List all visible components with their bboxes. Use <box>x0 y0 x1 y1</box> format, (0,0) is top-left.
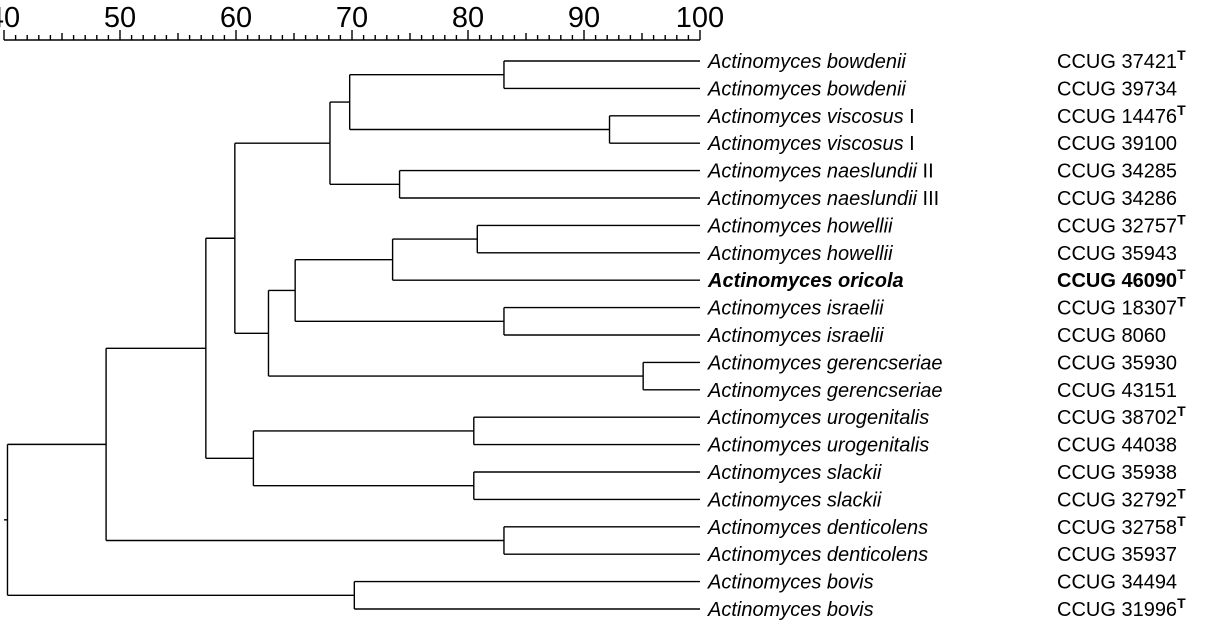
leaf-strain-label: CCUG 18307T <box>1057 294 1186 320</box>
leaf-species-label: Actinomyces urogenitalis <box>707 435 929 457</box>
leaf-species-label: Actinomyces bowdenii <box>707 51 906 73</box>
leaf-strain-label: CCUG 39734 <box>1057 78 1177 100</box>
leaf-species-label: Actinomyces urogenitalis <box>707 407 929 429</box>
leaf-species-label: Actinomyces bowdenii <box>707 78 906 100</box>
leaf-strain-label: CCUG 43151 <box>1057 380 1177 402</box>
leaf-strain-label: CCUG 34494 <box>1057 572 1177 594</box>
leaf-species-label: Actinomyces gerencseriae <box>707 380 943 402</box>
leaf-strain-label: CCUG 35938 <box>1057 462 1177 484</box>
leaf-species-label: Actinomyces slackii <box>707 462 882 484</box>
type-strain-marker: T <box>1177 595 1186 611</box>
scale-tick-label: 90 <box>568 2 600 34</box>
type-strain-marker: T <box>1177 485 1186 501</box>
scale-tick-label: 50 <box>104 2 136 34</box>
type-strain-marker: T <box>1177 403 1186 419</box>
leaf-species-label: Actinomyces bovis <box>707 599 874 621</box>
leaf-species-label: Actinomyces denticolens <box>707 517 928 539</box>
leaf-strain-label: CCUG 35943 <box>1057 243 1177 265</box>
leaf-strain-label: CCUG 32757T <box>1057 211 1186 237</box>
leaf-variant-label: II <box>917 161 934 183</box>
type-strain-marker: T <box>1177 47 1186 63</box>
leaf-species-label: Actinomyces oricola <box>707 270 904 292</box>
leaf-strain-label: CCUG 34285 <box>1057 161 1177 183</box>
type-strain-marker: T <box>1177 513 1186 529</box>
type-strain-marker: T <box>1177 266 1186 282</box>
dendrogram-branches <box>4 60 700 610</box>
leaf-species-label: Actinomyces slackii <box>707 489 882 511</box>
type-strain-marker: T <box>1177 102 1186 118</box>
scale-tick-label: 100 <box>676 2 724 34</box>
leaf-strain-label: CCUG 46090T <box>1057 266 1186 292</box>
leaf-species-label: Actinomyces viscosus I <box>707 106 915 128</box>
scale-tick-label: 60 <box>220 2 252 34</box>
type-strain-marker: T <box>1177 211 1186 227</box>
similarity-scale: 40 50 60 70 80 90 100 <box>0 2 724 41</box>
leaf-variant-label: I <box>904 106 915 128</box>
leaf-strain-label: CCUG 32792T <box>1057 485 1186 511</box>
scale-tick-label: 80 <box>452 2 484 34</box>
leaf-species-label: Actinomyces gerencseriae <box>707 352 943 374</box>
leaf-variant-label: I <box>904 133 915 155</box>
scale-tick-label: 40 <box>0 2 20 34</box>
leaf-strain-label: CCUG 32758T <box>1057 513 1186 539</box>
leaf-species-label: Actinomyces denticolens <box>707 544 928 566</box>
leaf-strain-label: CCUG 38702T <box>1057 403 1186 429</box>
leaf-species-label: Actinomyces naeslundii III <box>707 188 939 210</box>
type-strain-marker: T <box>1177 294 1186 310</box>
leaf-strain-label: CCUG 39100 <box>1057 133 1177 155</box>
leaf-labels: Actinomyces bowdenii CCUG 37421T Actinomyc… <box>707 47 1186 621</box>
leaf-species-label: Actinomyces naeslundii II <box>707 161 934 183</box>
leaf-strain-label: CCUG 8060 <box>1057 325 1166 347</box>
leaf-strain-label: CCUG 34286 <box>1057 188 1177 210</box>
leaf-strain-label: CCUG 31996T <box>1057 595 1186 621</box>
leaf-species-label: Actinomyces israelii <box>707 325 884 347</box>
scale-tick-label: 70 <box>336 2 368 34</box>
leaf-strain-label: CCUG 44038 <box>1057 435 1177 457</box>
leaf-strain-label: CCUG 35937 <box>1057 544 1177 566</box>
leaf-species-label: Actinomyces israelii <box>707 298 884 320</box>
leaf-species-label: Actinomyces bovis <box>707 572 874 594</box>
leaf-species-label: Actinomyces howellii <box>707 215 893 237</box>
leaf-species-label: Actinomyces howellii <box>707 243 893 265</box>
leaf-strain-label: CCUG 35930 <box>1057 352 1177 374</box>
leaf-strain-label: CCUG 37421T <box>1057 47 1186 73</box>
leaf-variant-label: III <box>917 188 939 210</box>
leaf-species-label: Actinomyces viscosus I <box>707 133 915 155</box>
leaf-strain-label: CCUG 14476T <box>1057 102 1186 128</box>
